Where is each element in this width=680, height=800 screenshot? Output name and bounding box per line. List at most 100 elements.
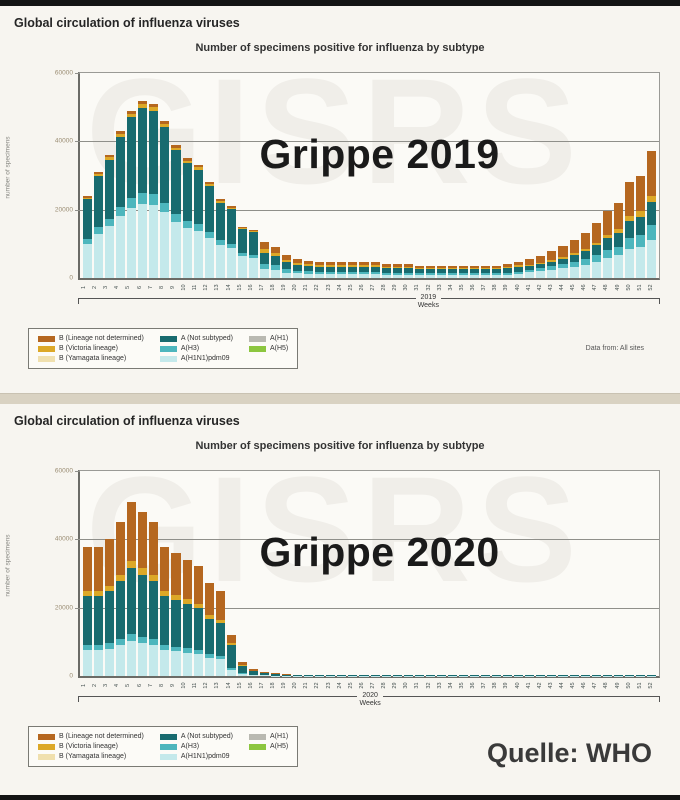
- y-tick-label: 0: [69, 274, 73, 282]
- bar-segment: [182, 160, 192, 164]
- bracket-line: [78, 298, 660, 299]
- bar-segment: [182, 603, 192, 648]
- bar-week-38: [492, 675, 502, 676]
- bar-segment: [171, 221, 181, 278]
- bar-week-18: [270, 673, 281, 676]
- bar-segment: [193, 230, 203, 278]
- bar-segment: [503, 267, 513, 269]
- bar-segment: [259, 671, 269, 673]
- bar-segment: [403, 675, 413, 676]
- bar-segment: [83, 196, 93, 198]
- legend-swatch: [38, 335, 55, 342]
- bar-week-52: [646, 151, 656, 278]
- bar-segment: [193, 654, 203, 676]
- bar-week-49: [613, 675, 623, 676]
- bar-segment: [359, 274, 369, 278]
- bracket-tick: [78, 298, 79, 304]
- bar-segment: [116, 207, 126, 217]
- bar-segment: [348, 262, 358, 266]
- bar-segment: [171, 553, 181, 596]
- bar-segment: [326, 271, 336, 275]
- bar-segment: [182, 599, 192, 604]
- bar-segment: [337, 274, 347, 278]
- bar-week-6: [138, 512, 148, 676]
- bar-segment: [447, 269, 457, 274]
- bar-segment: [436, 268, 446, 270]
- bar-week-10: [182, 559, 192, 676]
- bar-segment: [503, 274, 513, 278]
- x-axis-week-labels: 1 2 3 4 5 6 7 8 9 10 11 12 13 14 15 16 17 18 19 20 21 22 23 24 2…: [78, 281, 660, 294]
- bar-segment: [259, 263, 269, 270]
- bar-segment: [94, 233, 104, 278]
- bar-segment: [138, 100, 148, 105]
- bar-segment: [359, 271, 369, 275]
- bar-week-50: [624, 182, 634, 278]
- bar-segment: [470, 269, 480, 274]
- bar-week-20: [293, 258, 303, 278]
- bar-segment: [182, 163, 192, 221]
- bar-segment: [514, 265, 524, 268]
- bar-segment: [94, 590, 104, 596]
- bar-segment: [293, 262, 303, 265]
- bar-segment: [259, 249, 269, 253]
- bar-segment: [569, 675, 579, 676]
- legend-item: B (Yamagata lineage): [38, 753, 144, 760]
- bar-week-22: [315, 675, 325, 676]
- bar-segment: [259, 252, 269, 264]
- bar-segment: [481, 265, 491, 269]
- bar-segment: [492, 269, 502, 274]
- bar-segment: [248, 230, 258, 232]
- bar-segment: [337, 265, 347, 268]
- bar-segment: [127, 641, 137, 676]
- bar-segment: [624, 237, 634, 250]
- bar-segment: [436, 265, 446, 269]
- y-tick: [75, 471, 80, 472]
- bar-segment: [635, 675, 645, 676]
- source-attribution: Quelle: WHO: [486, 738, 652, 768]
- bar-segment: [624, 182, 634, 216]
- bracket-tick: [78, 696, 79, 702]
- y-tick: [75, 607, 80, 609]
- bar-segment: [613, 246, 623, 256]
- y-tick-label: 20000: [54, 206, 73, 214]
- bar-segment: [116, 574, 126, 581]
- bar-segment: [326, 265, 336, 268]
- x-tick-label: 52: [647, 682, 654, 689]
- bar-segment: [116, 136, 126, 208]
- bar-segment: [370, 271, 380, 275]
- bar-segment: [116, 645, 126, 676]
- legend-item: B (Victoria lineage): [38, 743, 144, 750]
- bar-segment: [182, 227, 192, 278]
- bar-segment: [348, 274, 358, 278]
- bar-week-51: [635, 675, 645, 676]
- legend-swatch: [159, 743, 177, 750]
- bar-segment: [381, 274, 391, 278]
- bar-week-36: [470, 675, 480, 676]
- bar-segment: [182, 220, 192, 228]
- bar-week-12: [204, 182, 214, 278]
- bar-week-42: [536, 675, 546, 676]
- bar-segment: [624, 249, 634, 278]
- bar-segment: [458, 269, 469, 274]
- legend-label: B (Lineage not determined): [59, 733, 144, 740]
- bar-segment: [569, 255, 579, 263]
- bar-segment: [204, 237, 214, 278]
- bar-week-11: [193, 566, 203, 676]
- bar-week-26: [359, 262, 369, 278]
- bar-segment: [149, 580, 159, 640]
- bar-week-23: [326, 262, 336, 278]
- bar-segment: [624, 220, 634, 238]
- bar-segment: [326, 675, 336, 676]
- bar-segment: [105, 643, 115, 649]
- bar-segment: [160, 202, 170, 213]
- bar-week-15: [237, 662, 247, 676]
- legend-swatch: [38, 345, 55, 352]
- chart-area: number of specimens GISRS 60000 40000 20…: [5, 47, 660, 294]
- bar-segment: [149, 110, 159, 195]
- bar-segment: [127, 568, 137, 635]
- year-label: 2019: [415, 294, 442, 301]
- bar-segment: [624, 215, 634, 221]
- bar-segment: [525, 675, 535, 676]
- bar-segment: [602, 234, 612, 239]
- bar-week-3: [105, 539, 115, 676]
